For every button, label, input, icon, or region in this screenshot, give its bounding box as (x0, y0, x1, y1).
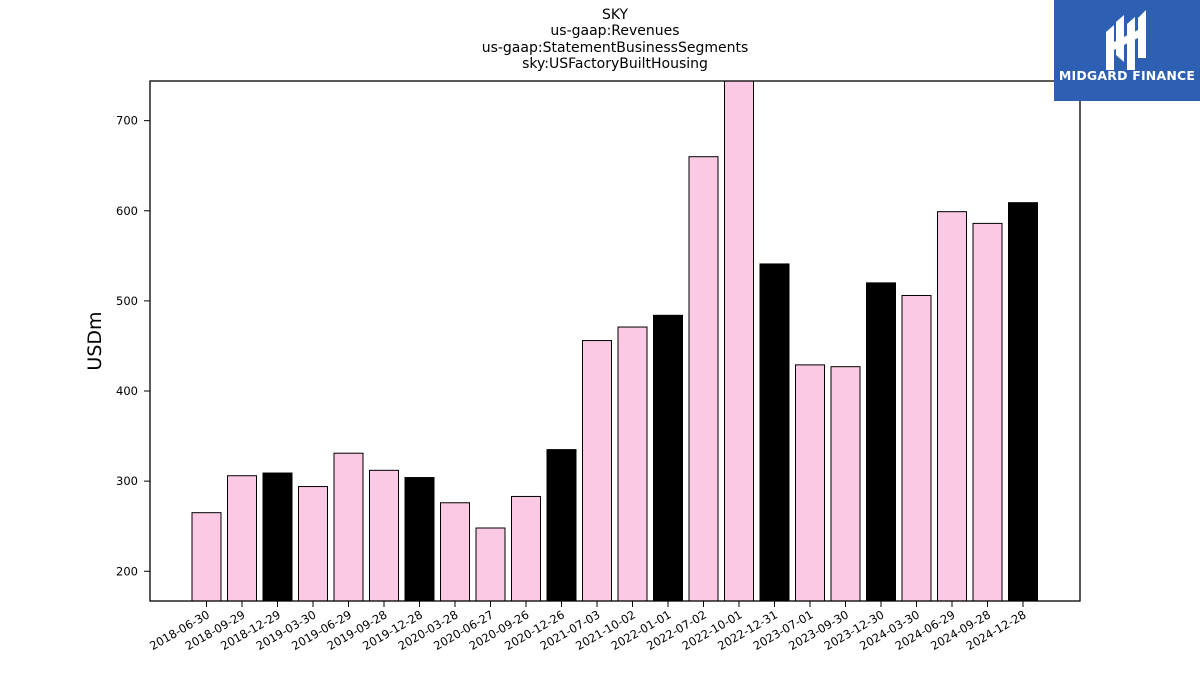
bar (262, 472, 293, 601)
bar (830, 366, 861, 601)
bar (759, 263, 790, 601)
y-tick-label: 700 (116, 114, 138, 128)
bar (298, 486, 328, 601)
chart-title-line-2: us-gaap:Revenues (550, 23, 680, 39)
bar (369, 469, 399, 601)
bar (901, 294, 932, 601)
y-tick-label: 600 (116, 204, 138, 218)
bar (227, 475, 257, 601)
bar (937, 211, 967, 601)
bar (688, 156, 719, 601)
bar (972, 222, 1003, 601)
y-tick-label: 500 (116, 294, 138, 308)
bar (440, 502, 470, 601)
y-tick-label: 300 (116, 474, 138, 488)
chart-title-line-3: us-gaap:StatementBusinessSegments (481, 40, 749, 56)
bar (475, 527, 506, 601)
y-tick-label: 400 (116, 384, 138, 398)
bar (795, 364, 825, 601)
bar (191, 512, 222, 601)
chart-title-line-1: SKY (601, 7, 629, 23)
chart-title-line-4: sky:USFactoryBuiltHousing (522, 56, 708, 72)
y-axis-label: USDm (84, 311, 106, 370)
midgard-logo-icon (1106, 10, 1146, 70)
bar (866, 282, 896, 601)
bar (546, 449, 577, 601)
bar (333, 452, 364, 601)
logo-text: MIDGARD FINANCE (1058, 68, 1196, 83)
bar (511, 495, 541, 601)
bar (404, 477, 435, 601)
y-tick-label: 200 (116, 564, 138, 578)
midgard-finance-logo: MIDGARD FINANCE (1054, 0, 1200, 101)
bar (653, 314, 683, 601)
plot-frame (149, 80, 1081, 602)
bar (617, 326, 648, 601)
bar (1008, 202, 1038, 601)
bar (724, 81, 754, 601)
bar (582, 340, 612, 601)
